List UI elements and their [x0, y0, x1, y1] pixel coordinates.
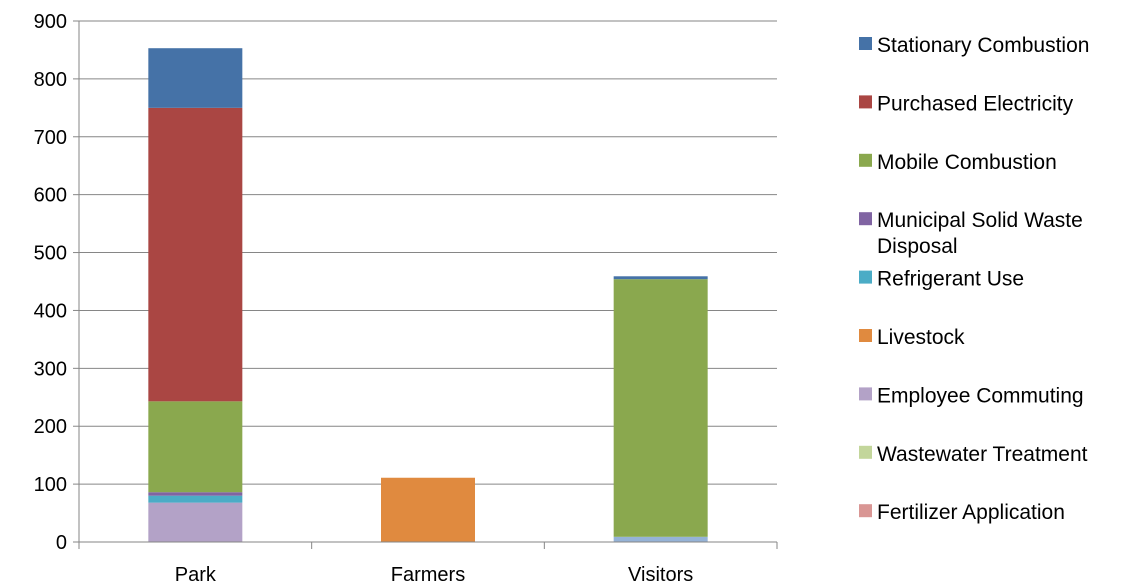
bar-segment	[381, 477, 475, 542]
y-tick-label: 700	[34, 127, 67, 149]
bar-segment	[613, 279, 708, 537]
legend-swatch	[859, 153, 872, 167]
bar-segment	[148, 107, 243, 402]
legend-label: Mobile Combustion	[877, 151, 1057, 174]
legend-label: Fertilizer Application	[877, 501, 1065, 524]
legend-swatch	[859, 329, 872, 342]
legend-label: Livestock	[877, 326, 965, 349]
legend-swatch	[859, 212, 872, 226]
legend-label: Wastewater Treatment	[877, 443, 1088, 466]
bars	[148, 48, 708, 542]
x-tick-label: Visitors	[628, 564, 693, 586]
legend-label: Purchased Electricity	[877, 92, 1074, 115]
x-tick-label: Park	[175, 564, 217, 586]
axes	[73, 20, 778, 549]
y-tick-label: 300	[34, 358, 67, 380]
legend: Stationary Combustion Purchased Electrici…	[859, 34, 1089, 524]
legend-label: Municipal Solid Waste	[877, 209, 1083, 232]
legend-swatch	[859, 445, 872, 459]
y-tick-label: 500	[34, 243, 67, 265]
bar-segment	[148, 492, 243, 496]
legend-label: Refrigerant Use	[877, 268, 1024, 291]
x-tick-label: Farmers	[391, 564, 465, 586]
legend-swatch	[859, 504, 872, 518]
y-tick-label: 100	[34, 474, 67, 496]
legend-swatch	[859, 270, 872, 284]
legend-label: Employee Commuting	[877, 384, 1084, 407]
legend-label: Stationary Combustion	[877, 34, 1089, 57]
y-tick-label: 900	[34, 11, 67, 33]
bar-segment	[148, 401, 243, 493]
legend-label: Disposal	[877, 235, 958, 258]
legend-swatch	[859, 95, 872, 109]
y-tick-label: 800	[34, 69, 67, 91]
y-tick-label: 200	[34, 416, 67, 438]
y-tick-label: 400	[34, 300, 67, 322]
bar-segment	[148, 48, 243, 108]
bar-segment	[148, 495, 243, 503]
legend-swatch	[859, 387, 872, 401]
bar-segment	[613, 276, 708, 280]
legend-swatch	[859, 37, 872, 50]
x-axis-tick-labels: Park Farmers Visitors	[175, 564, 694, 586]
bar-segment	[148, 502, 243, 542]
y-axis-tick-labels: 0 100 200 300 400 500 600 700 800 900	[34, 11, 67, 554]
y-tick-label: 0	[56, 532, 67, 554]
bar-segment	[613, 536, 708, 542]
y-tick-label: 600	[34, 185, 67, 207]
